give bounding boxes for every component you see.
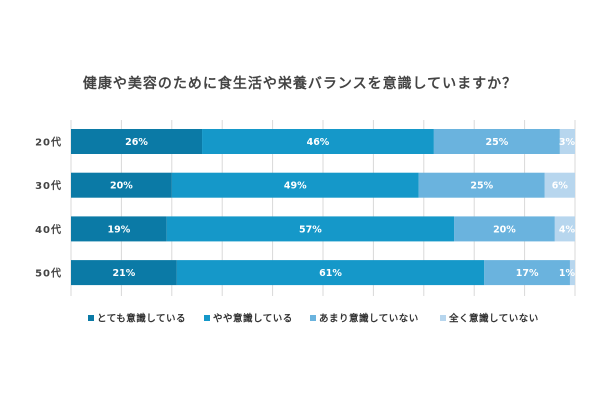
data-label: 25% — [486, 137, 509, 148]
bar-segment — [71, 172, 172, 198]
bar-segment — [484, 260, 570, 286]
bar-segment — [418, 172, 545, 198]
legend-swatch — [310, 315, 316, 321]
bar-segment — [454, 216, 555, 242]
data-label: 17% — [516, 268, 539, 279]
legend-label: 全く意識していない — [448, 313, 539, 325]
data-label: 6% — [552, 181, 569, 192]
bar-segment — [433, 129, 560, 154]
legend-label: やや意識している — [213, 313, 293, 325]
legend-swatch — [88, 315, 94, 321]
data-label: 57% — [299, 224, 322, 235]
bar-segment — [559, 129, 575, 154]
bar-segment — [71, 260, 177, 286]
category-label: 50代 — [35, 267, 62, 280]
bar-segment — [554, 216, 575, 242]
data-label: 61% — [319, 268, 342, 279]
bar-segment — [166, 216, 455, 242]
data-label: 20% — [110, 181, 133, 192]
category-labels: 20代 30代 40代 50代 — [35, 136, 62, 280]
legend: とても意識している やや意識している あまり意識していない 全く意識していない — [88, 313, 539, 325]
category-label: 20代 — [35, 136, 62, 149]
bar-segment — [202, 129, 434, 154]
legend-label: とても意識している — [97, 313, 186, 325]
data-label: 20% — [493, 224, 516, 235]
data-label: 26% — [125, 137, 148, 148]
legend-swatch — [440, 315, 446, 321]
category-label: 40代 — [35, 223, 62, 236]
data-label: 49% — [284, 181, 307, 192]
data-label: 1% — [559, 268, 576, 279]
bar-segment — [71, 129, 203, 154]
category-label: 30代 — [35, 179, 62, 192]
data-label: 19% — [108, 224, 131, 235]
bar-segment — [544, 172, 575, 198]
data-label: 4% — [559, 224, 576, 235]
bar-segment — [171, 172, 419, 198]
bar-segment — [176, 260, 485, 286]
bar-segment — [569, 260, 575, 286]
data-label: 3% — [559, 137, 576, 148]
chart-title: 健康や美容のために食生活や栄養バランスを意識していますか？ — [83, 75, 517, 92]
bar-segment — [71, 216, 167, 242]
data-label: 25% — [470, 181, 493, 192]
legend-swatch — [204, 315, 210, 321]
legend-label: あまり意識していない — [319, 313, 419, 325]
bars: 26% 46% 25% 3% 20% 49% 25% 6% 19% 57% 20% 4% 21% 61% 1… — [71, 129, 576, 286]
data-label: 21% — [113, 268, 136, 279]
data-label: 46% — [307, 137, 330, 148]
